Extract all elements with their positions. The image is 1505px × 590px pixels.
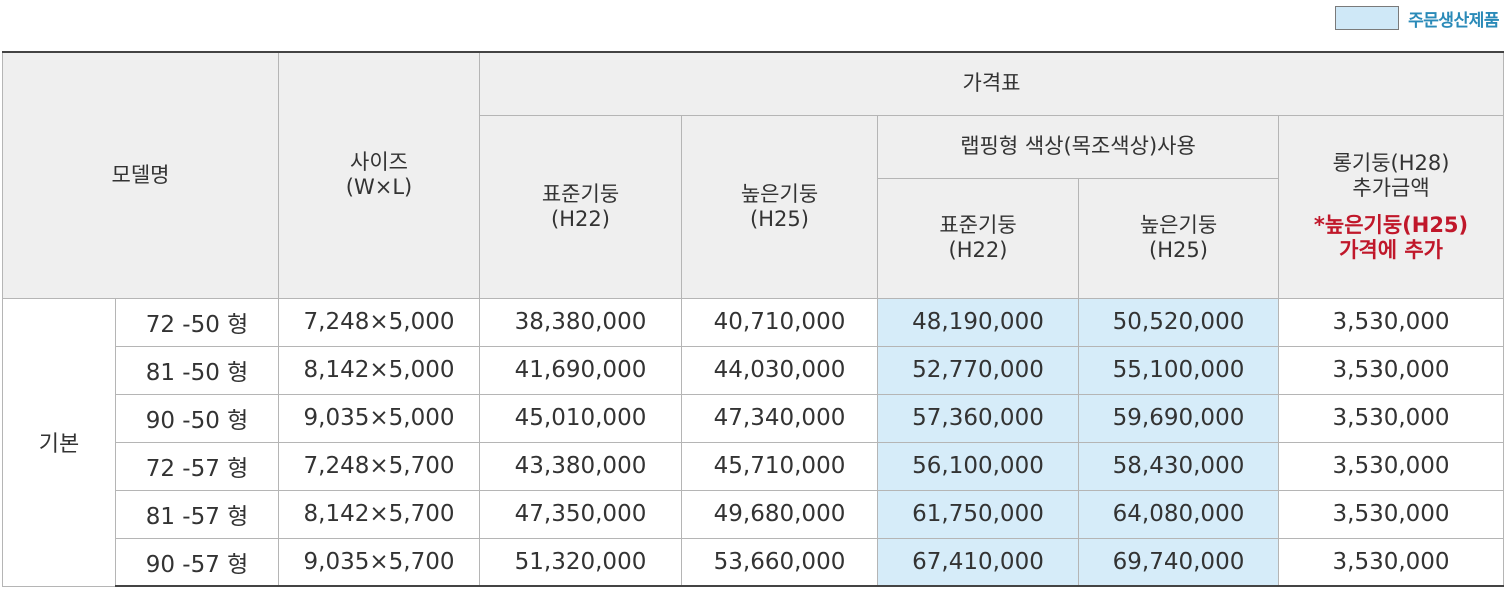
standard-price-cell: 38,380,000 [479,297,682,347]
wrap-standard-label: 표준기둥 [939,213,1017,237]
wrap-standard-height: (H22) [948,238,1008,262]
high-price-cell: 47,340,000 [681,393,878,443]
standard-price-cell: 47,350,000 [479,489,682,539]
price-table-header: 가격표 [478,51,1505,116]
wrapping-header: 랩핑형 색상(목조색상)사용 [877,114,1279,179]
size-header-line1: 사이즈 [350,150,408,175]
group-label: 기본 [2,297,116,587]
high-price-cell: 40,710,000 [681,297,878,347]
table-row: 90 -50 형 9,035×5,000 45,010,000 47,340,0… [3,393,1505,443]
legend-label: 주문생산제품 [1408,10,1499,31]
table-row: 90 -57 형 9,035×5,700 51,320,000 53,660,0… [3,537,1505,587]
standard-price-cell: 43,380,000 [479,441,682,491]
size-cell: 8,142×5,700 [278,489,480,539]
legend-swatch [1335,6,1400,30]
size-cell: 7,248×5,700 [278,441,480,491]
wrap-high-price-cell: 55,100,000 [1078,345,1279,395]
standard-price-cell: 51,320,000 [479,537,682,587]
long-pillar-header: 롱기둥(H28) 추가금액 *높은기둥(H25) 가격에 추가 [1277,114,1505,299]
table-row: 기본 72 -50 형 7,248×5,000 38,380,000 40,71… [2,297,1505,587]
wrap-standard-price-cell: 57,360,000 [877,393,1079,443]
long-pillar-price-cell: 3,530,000 [1277,297,1505,347]
legend: 주문생산제품 [1335,5,1499,31]
wrap-standard-price-cell: 56,100,000 [877,441,1079,491]
long-pillar-extra: 추가금액 [1352,175,1430,200]
wrap-high-header: 높은기둥 (H25) [1078,177,1279,299]
size-cell: 7,248×5,000 [278,297,480,347]
long-pillar-note-2: 가격에 추가 [1339,237,1443,262]
standard-price-cell: 41,690,000 [479,345,682,395]
size-header: 사이즈 (W×L) [278,51,480,299]
wrap-standard-price-cell: 52,770,000 [877,345,1079,395]
model-cell: 90 -50 형 [115,393,279,443]
table-row: 81 -50 형 8,142×5,000 41,690,000 44,030,0… [3,345,1505,395]
model-cell: 90 -57 형 [115,537,279,587]
long-pillar-label: 롱기둥(H28) [1332,150,1450,175]
standard-pillar-header: 표준기둥 (H22) [479,114,682,299]
model-header: 모델명 [2,51,279,299]
size-cell: 9,035×5,700 [278,537,480,587]
model-cell: 72 -57 형 [115,441,279,491]
wrap-standard-price-cell: 48,190,000 [877,297,1079,347]
model-cell: 72 -50 형 [115,297,279,347]
wrap-high-label: 높은기둥 [1139,213,1218,237]
wrap-high-height: (H25) [1149,238,1208,262]
high-pillar-height: (H25) [750,206,809,231]
long-pillar-note-1: *높은기둥(H25) [1313,212,1469,237]
long-pillar-price-cell: 3,530,000 [1277,489,1505,539]
price-table: 모델명 사이즈 (W×L) 가격표 표준기둥 (H22) 높은기둥 (H25) … [2,51,1505,587]
high-price-cell: 53,660,000 [681,537,878,587]
standard-pillar-label: 표준기둥 [541,181,620,206]
wrap-standard-price-cell: 67,410,000 [877,537,1079,587]
standard-pillar-height: (H22) [551,206,610,231]
model-cell: 81 -50 형 [115,345,279,395]
long-pillar-price-cell: 3,530,000 [1277,537,1505,587]
wrap-high-price-cell: 69,740,000 [1078,537,1279,587]
table-row: 81 -57 형 8,142×5,700 47,350,000 49,680,0… [3,489,1505,539]
wrap-high-price-cell: 58,430,000 [1078,441,1279,491]
long-pillar-price-cell: 3,530,000 [1277,441,1505,491]
table-row: 72 -57 형 7,248×5,700 43,380,000 45,710,0… [3,441,1505,491]
size-cell: 9,035×5,000 [278,393,480,443]
size-header-line2: (W×L) [345,175,413,200]
high-price-cell: 45,710,000 [681,441,878,491]
long-pillar-price-cell: 3,530,000 [1277,393,1505,443]
standard-price-cell: 45,010,000 [479,393,682,443]
wrap-high-price-cell: 64,080,000 [1078,489,1279,539]
wrap-high-price-cell: 50,520,000 [1078,297,1279,347]
long-pillar-price-cell: 3,530,000 [1277,345,1505,395]
wrap-standard-price-cell: 61,750,000 [877,489,1079,539]
model-cell: 81 -57 형 [115,489,279,539]
wrap-high-price-cell: 59,690,000 [1078,393,1279,443]
size-cell: 8,142×5,000 [278,345,480,395]
wrap-standard-header: 표준기둥 (H22) [877,177,1079,299]
high-price-cell: 49,680,000 [681,489,878,539]
high-pillar-label: 높은기둥 [740,181,819,206]
high-price-cell: 44,030,000 [681,345,878,395]
high-pillar-header: 높은기둥 (H25) [681,114,878,299]
